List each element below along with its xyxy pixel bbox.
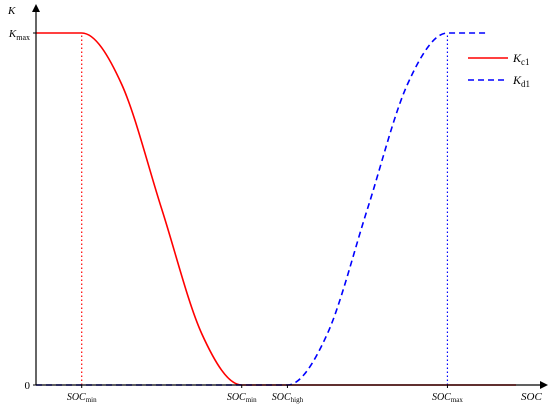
y-tick-label: 0	[25, 380, 31, 392]
x-tick-label-min: SOCmin	[67, 392, 97, 404]
series-layer	[36, 32, 516, 386]
y-tick-labels: Kmax 0	[8, 28, 36, 392]
y-axis-label: K	[7, 5, 16, 17]
x-tick-label-max: SOCmax	[432, 392, 463, 404]
x-axis-label: SOC	[521, 391, 542, 403]
legend-label-d1: Kd1	[512, 73, 530, 89]
series-line-c1	[36, 32, 516, 386]
guide-lines	[81, 33, 449, 385]
series-line-d1	[36, 32, 489, 386]
x-tick-label-high: SOChigh	[272, 392, 304, 404]
x-tick-label-min: SOCmin	[227, 392, 257, 404]
x-tick-labels: SOCmin SOCmin SOChigh SOCmax	[67, 385, 463, 404]
y-tick-label: Kmax	[8, 28, 30, 42]
legend-label-c1: Kc1	[512, 51, 530, 67]
